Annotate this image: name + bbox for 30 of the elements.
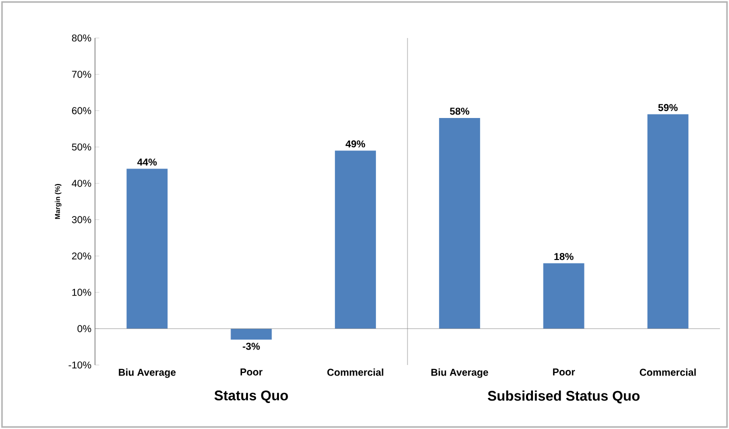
y-tick-label: 80% xyxy=(72,34,92,42)
bar xyxy=(543,263,584,329)
y-tick-label: 10% xyxy=(72,288,92,296)
x-tick-label: Biu Average xyxy=(431,368,488,378)
bar xyxy=(230,328,272,340)
x-tick-label: Poor xyxy=(553,368,575,376)
y-tick-label: 50% xyxy=(72,143,92,151)
x-tick-label: Poor xyxy=(240,368,262,376)
bar xyxy=(439,118,480,329)
data-label: 18% xyxy=(554,253,574,260)
data-label: -3% xyxy=(242,342,260,350)
y-tick-label: -10% xyxy=(68,361,92,369)
data-label: 58% xyxy=(450,108,470,115)
bar xyxy=(334,150,376,329)
y-tick-label: 30% xyxy=(72,216,92,224)
bar xyxy=(647,114,688,329)
text: Status Quo xyxy=(214,390,288,404)
x-tick-label: Commercial xyxy=(327,368,384,376)
data-label: 49% xyxy=(346,140,366,148)
text: Subsidised Status Quo xyxy=(488,390,640,404)
data-label: 59% xyxy=(658,104,678,112)
x-tick-label: Commercial xyxy=(640,368,696,376)
data-label: 44% xyxy=(137,158,157,166)
y-tick-label: 60% xyxy=(72,107,92,114)
bar xyxy=(126,168,168,329)
y-tick-label: 70% xyxy=(72,70,92,78)
y-tick-label: 0% xyxy=(77,325,92,332)
y-tick-label: 40% xyxy=(72,180,92,187)
x-tick-label: Biu Average xyxy=(118,368,176,378)
y-tick-label: 20% xyxy=(72,252,92,260)
